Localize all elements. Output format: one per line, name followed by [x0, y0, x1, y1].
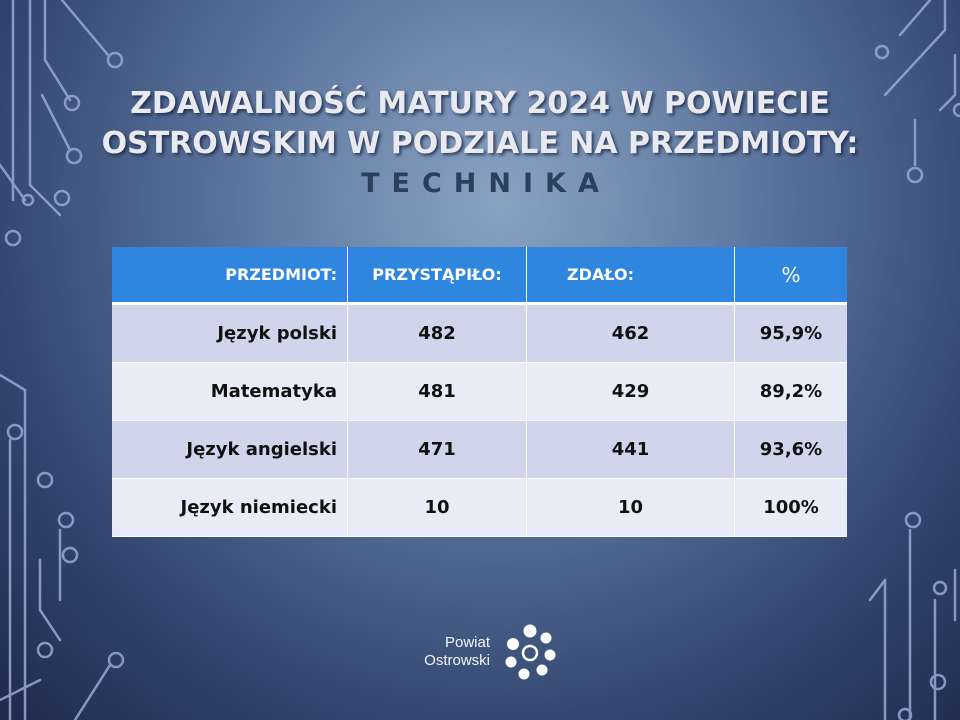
cell-took: 471 [347, 420, 527, 479]
cell-passed: 462 [526, 303, 735, 363]
header-percent: % [734, 247, 847, 305]
cell-passed: 429 [526, 362, 735, 421]
cell-subject: Język angielski [112, 420, 348, 479]
title-line-2: OSTROWSKIM W PODZIALE NA PRZEDMIOTY: [101, 126, 859, 161]
table-row: Język niemiecki 10 10 100% [112, 478, 847, 537]
header-took: PRZYSTĄPIŁO: [347, 247, 527, 305]
title-subtitle: TECHNIKA [361, 168, 611, 199]
cell-took: 10 [347, 478, 527, 537]
table-row: Język angielski 471 441 93,6% [112, 420, 847, 479]
table-header-row: PRZEDMIOT: PRZYSTĄPIŁO: ZDAŁO: % [112, 247, 847, 305]
cell-passed: 441 [526, 420, 735, 479]
logo-text: Powiat Ostrowski [424, 634, 490, 670]
table-row: Język polski 482 462 95,9% [112, 303, 847, 363]
powiat-logo: Powiat Ostrowski [408, 624, 558, 684]
slide-title: ZDAWALNOŚĆ MATURY 2024 W POWIECIE OSTROW… [0, 84, 960, 204]
title-line-1: ZDAWALNOŚĆ MATURY 2024 W POWIECIE [130, 86, 830, 121]
cell-percent: 100% [734, 478, 847, 537]
cell-took: 481 [347, 362, 527, 421]
results-table: PRZEDMIOT: PRZYSTĄPIŁO: ZDAŁO: % Język p… [112, 247, 847, 537]
header-subject: PRZEDMIOT: [112, 247, 348, 305]
table-row: Matematyka 481 429 89,2% [112, 362, 847, 421]
cell-percent: 89,2% [734, 362, 847, 421]
cell-took: 482 [347, 303, 527, 363]
flower-logo-icon [505, 624, 556, 680]
logo-line-1: Powiat [444, 634, 490, 651]
header-passed: ZDAŁO: [526, 247, 735, 305]
cell-subject: Język niemiecki [112, 478, 348, 537]
cell-passed: 10 [526, 478, 735, 537]
cell-subject: Matematyka [112, 362, 348, 421]
logo-line-2: Ostrowski [424, 652, 490, 669]
cell-subject: Język polski [112, 303, 348, 363]
cell-percent: 93,6% [734, 420, 847, 479]
cell-percent: 95,9% [734, 303, 847, 363]
